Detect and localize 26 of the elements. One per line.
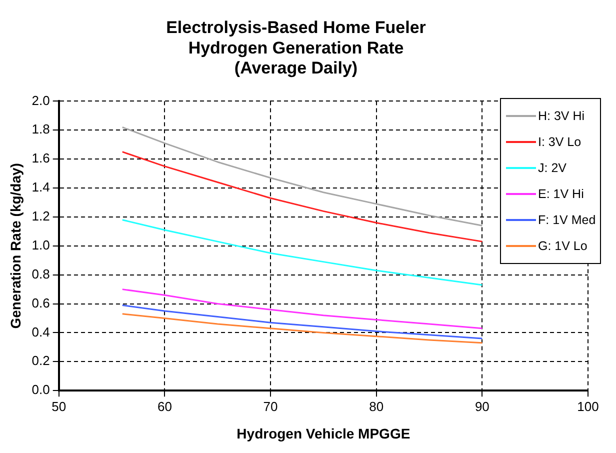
chart-title: Electrolysis-Based Home Fueler Hydrogen Generation Rate (Average Daily)	[166, 18, 426, 78]
y-tick-label: 1.0	[32, 237, 50, 252]
legend-label: E: 1V Hi	[538, 187, 584, 201]
y-tick-label: 1.2	[32, 208, 50, 224]
y-tick-label: 2.0	[32, 92, 50, 108]
legend-label: J: 2V	[538, 161, 566, 175]
y-tick-label: 0.0	[32, 382, 50, 398]
y-axis-title: Generation Rate (kg/day)	[7, 163, 24, 329]
y-tick-label: 0.4	[32, 324, 50, 340]
legend-label: H: 3V Hi	[538, 109, 585, 123]
legend-label: I: 3V Lo	[538, 135, 582, 149]
legend-label: G: 1V Lo	[538, 239, 588, 253]
x-axis-title: Hydrogen Vehicle MPGGE	[236, 425, 410, 442]
x-tick-label: 80	[369, 398, 384, 414]
x-tick-label: 90	[474, 398, 490, 414]
x-tick-label: 50	[52, 398, 66, 414]
y-tick-label: 0.2	[32, 353, 50, 368]
y-tick-label: 0.6	[32, 295, 50, 310]
y-tick-label: 1.8	[32, 122, 50, 137]
y-tick-label: 1.4	[32, 180, 50, 195]
y-tick-label: 1.6	[32, 150, 50, 166]
x-tick-label: 100	[577, 398, 599, 414]
y-tick-label: 0.8	[32, 266, 50, 282]
x-tick-label: 60	[157, 398, 172, 414]
x-tick-label: 70	[263, 398, 278, 414]
legend-label: F: 1V Med	[538, 213, 596, 227]
